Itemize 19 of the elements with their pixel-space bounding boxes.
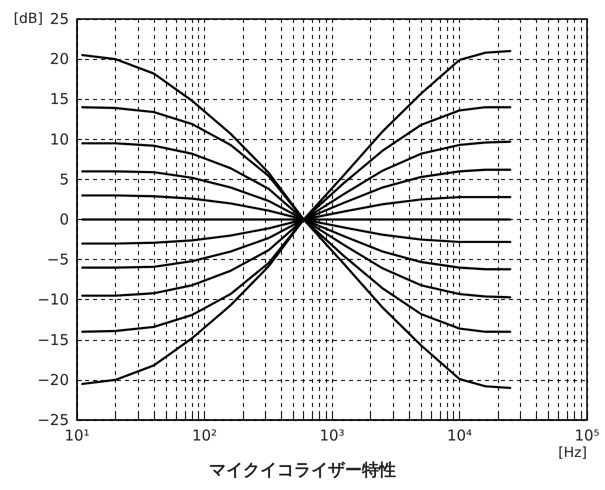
- x-tick-label: 10¹: [64, 426, 90, 444]
- y-tick-label: 5: [59, 170, 69, 188]
- x-tick-label: 10⁴: [446, 426, 472, 444]
- y-tick-label: −25: [37, 411, 69, 429]
- text: マイクイコライザー特性: [209, 460, 396, 480]
- x-tick-label: 10²: [192, 426, 218, 444]
- y-tick-label: −10: [37, 290, 69, 309]
- y-tick-label: −15: [37, 330, 69, 349]
- y-tick-label: −5: [46, 250, 69, 269]
- y-tick-label: 0: [59, 210, 69, 228]
- y-tick-label: 25: [50, 10, 69, 28]
- y-tick-label: −20: [37, 370, 69, 389]
- x-tick-label: 10⁵: [574, 426, 600, 444]
- y-tick-label: 20: [50, 50, 69, 68]
- y-tick-label: 10: [50, 130, 69, 148]
- x-axis-title: [Hz]: [558, 445, 587, 461]
- y-axis-title: [dB]: [14, 11, 43, 27]
- x-tick-label: 10³: [319, 426, 345, 444]
- y-tick-label: 15: [50, 90, 69, 108]
